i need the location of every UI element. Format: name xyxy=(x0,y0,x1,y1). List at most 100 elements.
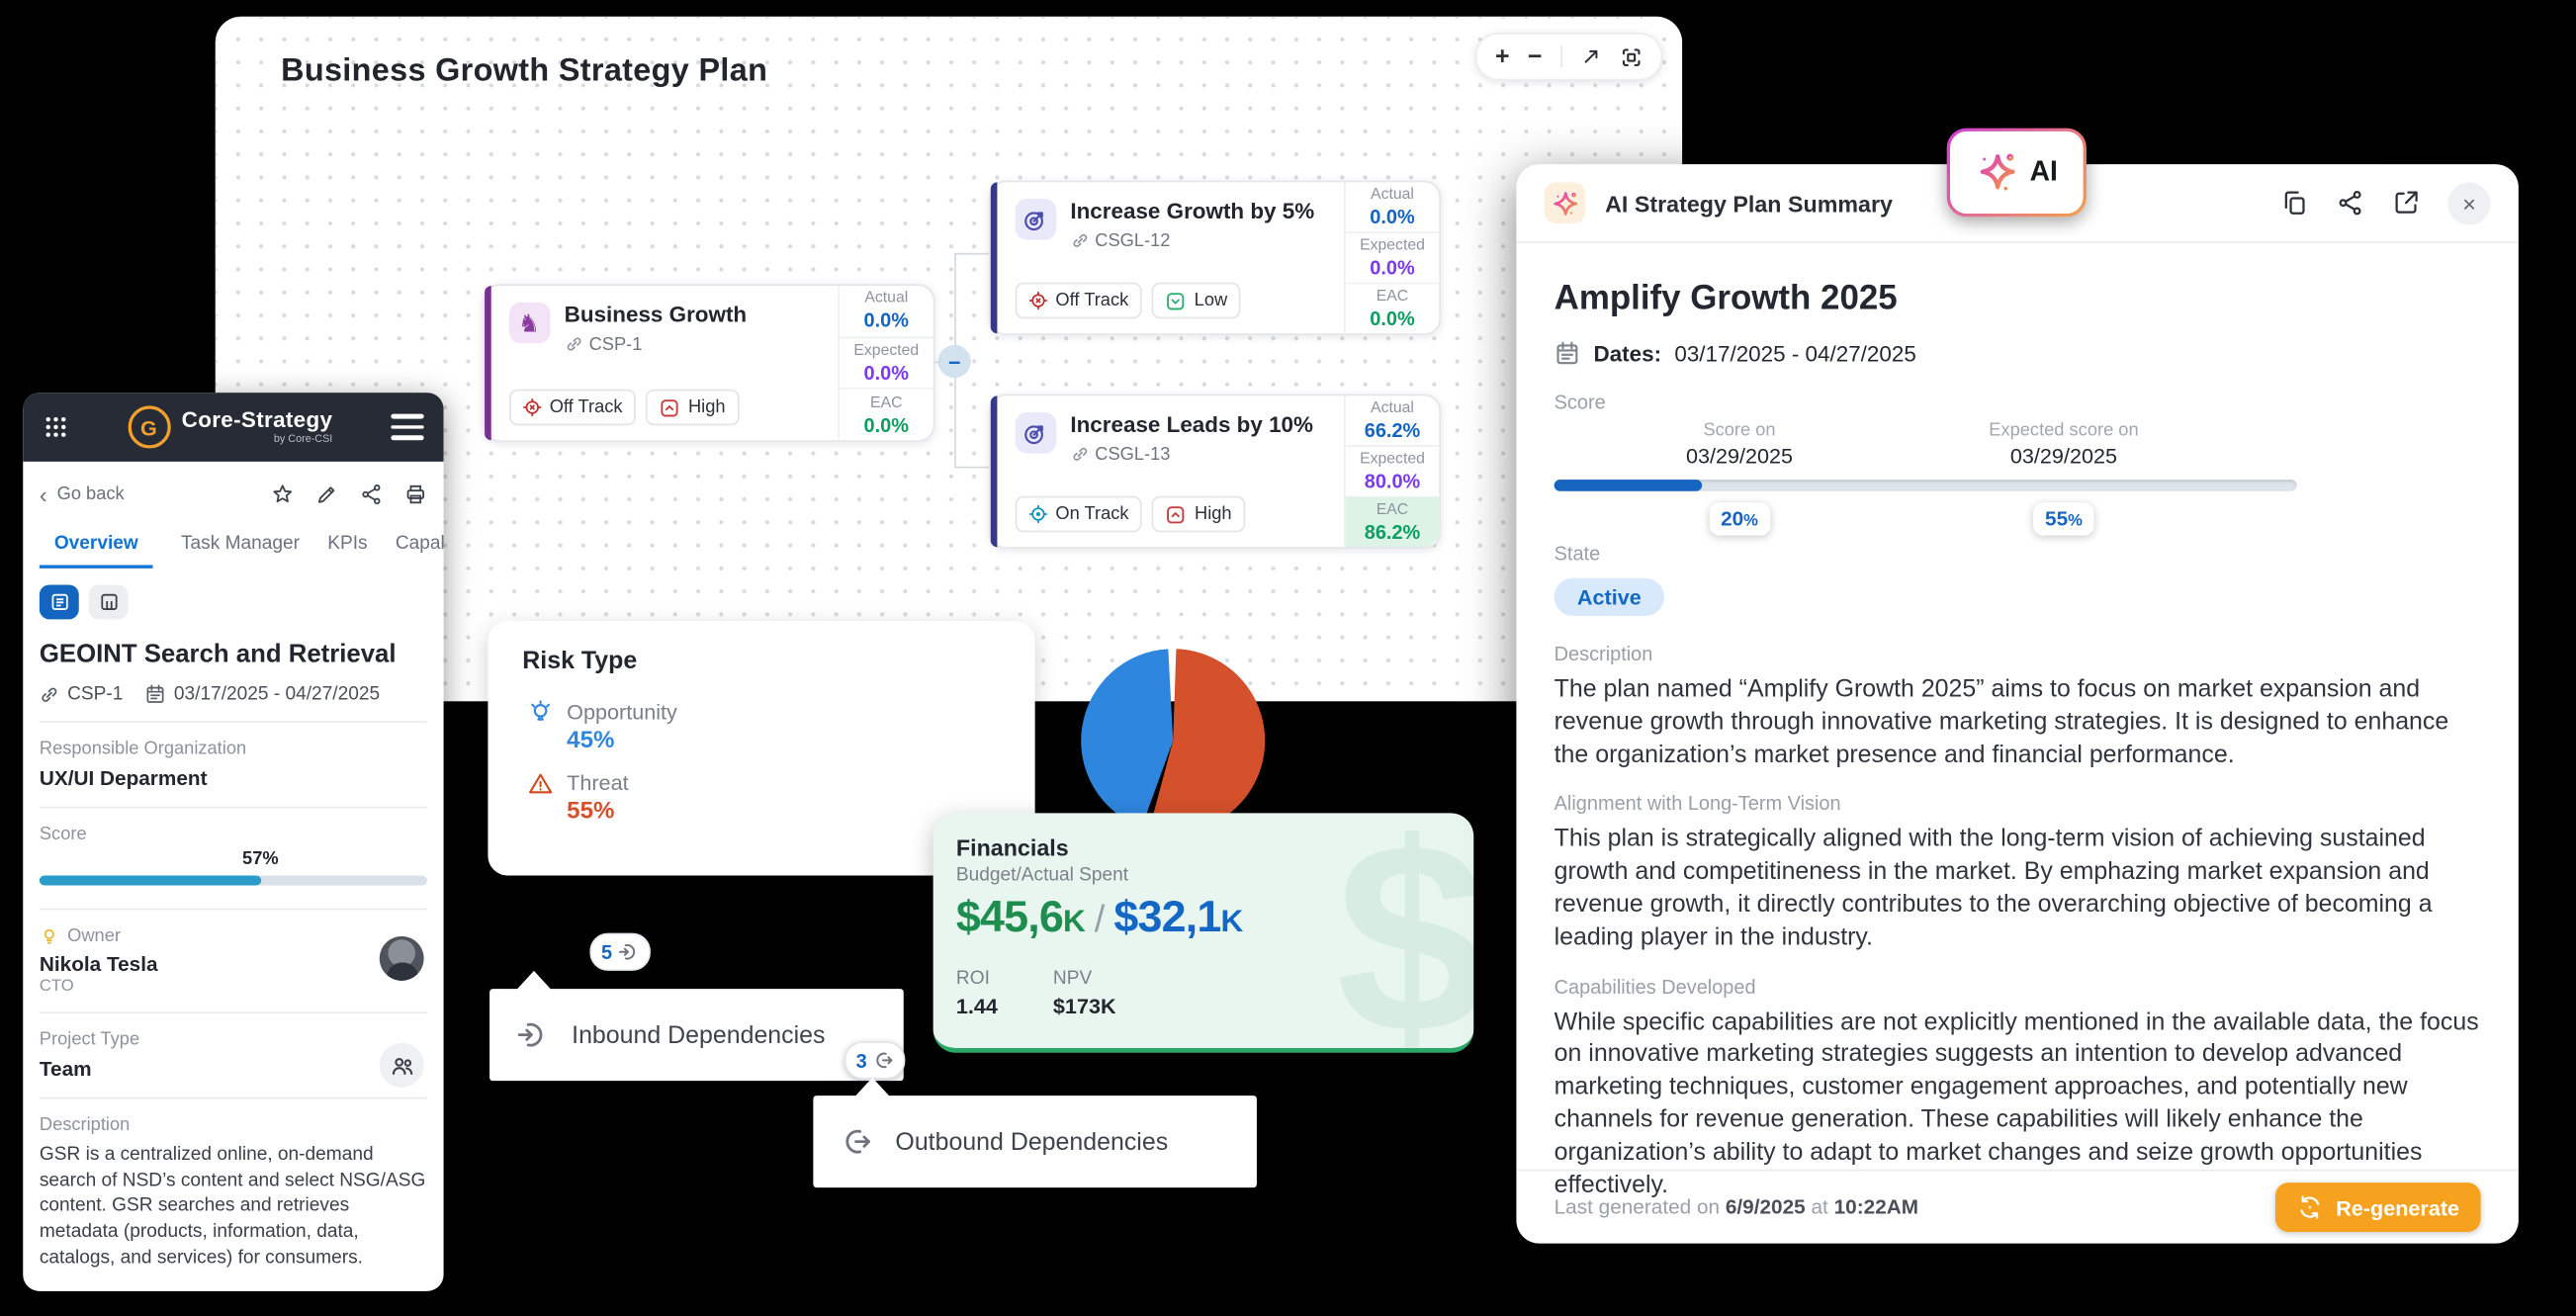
metric-expected: 0.0% xyxy=(1370,256,1415,280)
dates-value: 03/17/2025 - 04/27/2025 xyxy=(1674,340,1916,366)
project-id: CSP-1 xyxy=(67,683,124,704)
card-metrics: Actual 0.0% Expected 0.0% EAC 0.0% xyxy=(1343,182,1440,334)
metric-label: Actual xyxy=(864,289,909,308)
divider xyxy=(39,1011,427,1014)
divider xyxy=(39,721,427,723)
collapse-node-button[interactable]: − xyxy=(937,344,971,379)
owner-avatar[interactable] xyxy=(379,935,424,981)
share-icon[interactable] xyxy=(2336,189,2363,217)
project-type-value: Team xyxy=(39,1057,92,1082)
card-business-growth[interactable]: ♞ Business Growth CSP-1 Off Track High xyxy=(483,284,935,442)
expand-icon[interactable] xyxy=(1580,46,1602,68)
sidebar-tabs: Overview Task Manager KPIs Capabi xyxy=(39,533,444,569)
current-score-chip: 20% xyxy=(1709,502,1770,536)
tab-overview[interactable]: Overview xyxy=(39,534,153,569)
section-heading: Capabilities Developed xyxy=(1554,975,1756,999)
card-increase-growth[interactable]: Increase Growth by 5% CSGL-12 Off Track … xyxy=(989,180,1442,335)
ai-feature-badge[interactable]: AI xyxy=(1946,128,2087,218)
tab-task-manager[interactable]: Task Manager xyxy=(181,533,301,554)
section-heading: Description xyxy=(1554,642,1653,665)
inbound-arrow-icon xyxy=(617,941,639,963)
outbound-count: 3 xyxy=(855,1048,867,1073)
ai-panel-title: AI Strategy Plan Summary xyxy=(1605,189,1893,217)
status-badge[interactable]: Off Track xyxy=(1014,282,1142,319)
priority-badge[interactable]: High xyxy=(645,389,739,426)
priority-high-icon xyxy=(659,396,680,418)
metric-expected: 80.0% xyxy=(1364,470,1421,493)
owner-bulb-icon xyxy=(40,926,59,946)
section-text: While specific capabilities are not expl… xyxy=(1554,1008,2479,1199)
responsible-org-label: Responsible Organization xyxy=(39,739,247,759)
print-icon[interactable] xyxy=(404,483,427,505)
detail-sidebar: G Core-Strategy by Core-CSI ‹ Go back xyxy=(23,393,444,1291)
edit-pencil-icon[interactable] xyxy=(315,483,338,505)
go-back-button[interactable]: ‹ Go back xyxy=(39,481,125,508)
zoom-out-icon[interactable]: − xyxy=(1527,43,1543,71)
lightbulb-icon xyxy=(527,700,554,727)
regenerate-button[interactable]: Re-generate xyxy=(2274,1183,2481,1233)
npv-value: $173K xyxy=(1052,994,1116,1019)
metric-actual: 66.2% xyxy=(1364,418,1421,442)
share-icon[interactable] xyxy=(360,483,383,505)
priority-badge[interactable]: High xyxy=(1151,495,1245,533)
outbound-dependencies-badge[interactable]: 3 xyxy=(844,1041,905,1080)
inbound-dependencies-badge[interactable]: 5 xyxy=(589,932,651,971)
metric-label: EAC xyxy=(1376,500,1409,519)
tab-capabilities[interactable]: Capabi xyxy=(395,533,444,554)
metric-label: Expected xyxy=(1360,450,1425,469)
favorite-star-icon[interactable] xyxy=(271,483,294,505)
description-text: GSR is a centralized online, on-demand s… xyxy=(39,1144,426,1268)
ai-panel-header: AI Strategy Plan Summary × xyxy=(1516,164,2519,243)
close-icon[interactable]: × xyxy=(2447,181,2491,224)
card-increase-leads[interactable]: Increase Leads by 10% CSGL-13 On Track H… xyxy=(989,394,1442,549)
divider xyxy=(39,1097,427,1099)
brand-byline: by Core-CSI xyxy=(273,432,333,445)
board-view-button[interactable] xyxy=(88,584,129,620)
metric-label: Expected xyxy=(1360,236,1425,255)
zoom-in-icon[interactable]: + xyxy=(1494,43,1510,71)
apps-grid-icon[interactable] xyxy=(43,414,69,441)
score-section-label: Score xyxy=(1554,391,1606,414)
card-accent xyxy=(990,182,997,334)
responsible-org-value: UX/UI Deparment xyxy=(39,766,208,791)
strategy-unicorn-icon: ♞ xyxy=(508,302,550,344)
connector-line xyxy=(954,465,990,469)
threat-label: Threat xyxy=(567,770,629,796)
state-badge: Active xyxy=(1554,577,1664,617)
tab-kpis[interactable]: KPIs xyxy=(327,533,368,554)
card-title: Increase Growth by 5% xyxy=(1070,199,1315,223)
export-icon[interactable] xyxy=(2392,189,2420,217)
section-text: The plan named “Amplify Growth 2025” aim… xyxy=(1554,674,2449,768)
status-badge[interactable]: On Track xyxy=(1014,495,1142,533)
menu-hamburger-icon[interactable] xyxy=(391,414,424,440)
inbound-count: 5 xyxy=(601,940,613,964)
link-icon xyxy=(1070,445,1088,463)
ai-badge-label: AI xyxy=(2029,155,2058,188)
ai-score-progress: Score on 03/29/2025 Expected score on 03… xyxy=(1554,420,2481,539)
metric-label: EAC xyxy=(1376,287,1409,307)
fit-screen-icon[interactable] xyxy=(1620,45,1643,68)
card-id-label: CSGL-13 xyxy=(1095,444,1171,465)
copy-icon[interactable] xyxy=(2280,189,2308,217)
section-text: This plan is strategically aligned with … xyxy=(1554,825,2433,951)
team-people-icon xyxy=(379,1042,424,1088)
opportunity-label: Opportunity xyxy=(567,699,677,725)
risk-panel-title: Risk Type xyxy=(522,647,638,675)
link-icon xyxy=(1070,231,1088,249)
on-track-icon xyxy=(1027,504,1047,524)
outbound-dependencies-tooltip: .dep-tip[data-name="outbound-dependencie… xyxy=(813,1077,1257,1188)
metric-actual: 0.0% xyxy=(1370,205,1415,228)
metric-label: EAC xyxy=(870,394,903,412)
plan-title: Amplify Growth 2025 xyxy=(1554,279,1898,317)
brand-logo: G Core-Strategy by Core-CSI xyxy=(127,405,333,449)
canvas-zoom-toolbar: + − xyxy=(1474,33,1663,81)
priority-badge[interactable]: Low xyxy=(1151,282,1241,319)
card-accent xyxy=(485,286,490,441)
regenerate-refresh-icon xyxy=(2296,1194,2323,1221)
card-metrics: Actual 66.2% Expected 80.0% EAC 86.2% xyxy=(1343,395,1440,548)
status-badge[interactable]: Off Track xyxy=(508,389,636,426)
opportunity-legend: Opportunity 45% xyxy=(527,700,677,754)
list-view-button[interactable] xyxy=(39,584,79,620)
card-main: ♞ Business Growth CSP-1 Off Track High xyxy=(490,286,838,440)
